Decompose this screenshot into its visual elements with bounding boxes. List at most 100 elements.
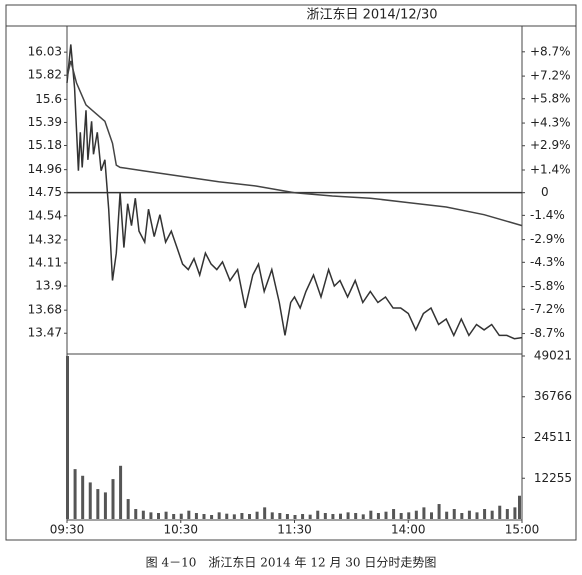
- y-tick-label: 15.39: [28, 115, 62, 129]
- volume-bar: [66, 356, 69, 519]
- y-tick-label: 13.47: [28, 326, 62, 340]
- volume-bar: [217, 512, 221, 519]
- x-tick-label: 11:30: [277, 523, 312, 537]
- frame: [5, 4, 577, 541]
- y2-tick-label: +5.8%: [530, 91, 571, 105]
- volume-bar: [96, 489, 100, 519]
- volume-bar: [126, 499, 130, 519]
- volume-bar: [376, 513, 380, 519]
- y-tick-label: 13.9: [35, 279, 62, 293]
- volume-bar: [164, 511, 168, 519]
- volume-bar: [513, 507, 517, 519]
- y-tick-label: 15.18: [28, 138, 62, 152]
- series-line: [66, 60, 523, 227]
- y-tick-label: 24511: [534, 430, 572, 444]
- volume-bar: [255, 511, 259, 519]
- volume-bar: [483, 509, 487, 519]
- volume-bar: [414, 510, 418, 519]
- volume-bar: [278, 513, 282, 519]
- y2-tick-label: -1.4%: [530, 208, 565, 222]
- y-tick-label: 49021: [534, 349, 572, 363]
- x-tick-label: 09:30: [50, 523, 85, 537]
- y2-tick-label: -2.9%: [530, 232, 565, 246]
- volume-bar: [422, 507, 426, 519]
- volume-bar: [270, 512, 274, 519]
- volume-bar: [308, 514, 312, 519]
- volume-bar: [187, 510, 191, 519]
- volume-bar: [293, 515, 297, 519]
- volume-bar: [316, 510, 320, 519]
- volume-bar: [460, 513, 464, 519]
- y2-tick-label: -8.7%: [530, 326, 565, 340]
- volume-bar: [81, 475, 85, 519]
- volume-bar: [240, 513, 244, 519]
- volume-bar: [103, 492, 107, 519]
- y-tick-label: 14.75: [28, 185, 62, 199]
- volume-bar: [179, 513, 183, 519]
- y-tick-label: 13.68: [28, 303, 62, 317]
- volume-bar: [399, 513, 403, 519]
- volume-bar: [194, 513, 198, 519]
- y2-tick-label: +2.9%: [530, 138, 571, 152]
- volume-bar: [498, 505, 502, 519]
- volume-bar: [475, 512, 479, 519]
- volume-bar: [73, 469, 77, 519]
- x-tick-label: 14:00: [391, 523, 426, 537]
- volume-bar: [490, 510, 494, 519]
- volume-bar: [361, 514, 365, 519]
- volume-bar: [172, 514, 176, 519]
- y2-tick-label: +8.7%: [530, 44, 571, 58]
- y-tick-label: 14.96: [28, 162, 62, 176]
- y-tick-label: 12255: [534, 471, 572, 485]
- volume-bar: [430, 512, 433, 519]
- volume-bar: [339, 513, 342, 519]
- y-tick-label: 14.32: [28, 232, 62, 246]
- volume-bar: [263, 507, 267, 519]
- y2-tick-label: +1.4%: [530, 163, 571, 177]
- volume-bar: [141, 510, 145, 519]
- y2-tick-label: -7.2%: [530, 302, 565, 316]
- volume-bar: [518, 495, 521, 519]
- volume-bar: [384, 511, 388, 519]
- volume-bar: [437, 504, 441, 519]
- volume-bar: [445, 511, 449, 519]
- volume-bar: [119, 465, 123, 519]
- caption: 图 4－10 浙江东日 2014 年 12 月 30 日分时走势图: [146, 556, 437, 570]
- y-tick-label: 14.11: [28, 255, 62, 269]
- y2-tick-label: 0: [541, 185, 549, 199]
- volume-bar: [407, 512, 411, 519]
- x-tick-label: 10:30: [163, 523, 198, 537]
- y2-tick-label: -5.8%: [530, 279, 565, 293]
- volume-bar: [88, 482, 92, 519]
- volume-bar: [202, 514, 206, 519]
- chart-title: 浙江东日 2014/12/30: [306, 8, 437, 23]
- x-tick-label: 15:00: [505, 523, 540, 537]
- volume-bar: [248, 514, 251, 519]
- volume-bar: [225, 513, 229, 519]
- volume-bar: [111, 479, 115, 519]
- volume-bar: [505, 509, 509, 519]
- volume-bar: [232, 514, 236, 519]
- volume-bar: [323, 513, 327, 519]
- y-tick-label: 14.54: [28, 208, 62, 222]
- y2-tick-label: +4.3%: [530, 116, 571, 130]
- volume-bar: [134, 509, 138, 519]
- volume-bar: [467, 510, 471, 519]
- volume-bar: [346, 512, 350, 519]
- plot-frame: [66, 25, 523, 521]
- y-tick-label: 15.6: [35, 92, 62, 106]
- y-tick-label: 36766: [534, 389, 572, 403]
- series-line: [66, 44, 523, 340]
- y2-tick-label: +7.2%: [530, 69, 571, 83]
- volume-bar: [157, 513, 160, 519]
- y2-tick-label: -4.3%: [530, 255, 565, 269]
- volume-bar: [285, 514, 289, 519]
- volume-bar: [331, 514, 335, 519]
- y-tick-label: 16.03: [28, 45, 62, 59]
- volume-bar: [392, 509, 396, 519]
- volume-bar: [452, 509, 456, 519]
- volume-bar: [369, 510, 373, 519]
- y-tick-label: 15.82: [28, 68, 62, 82]
- volume-bar: [210, 515, 214, 519]
